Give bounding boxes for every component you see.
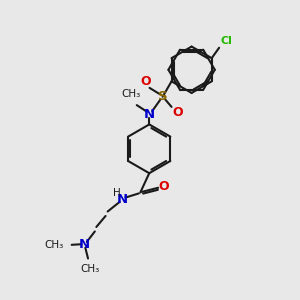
Text: N: N [79,238,90,251]
Text: O: O [140,75,151,88]
Text: CH₃: CH₃ [44,240,64,250]
Text: O: O [172,106,183,119]
Text: N: N [117,193,128,206]
Text: Cl: Cl [220,36,232,46]
Text: O: O [159,180,170,193]
Text: CH₃: CH₃ [80,264,99,274]
Text: H: H [113,188,121,197]
Text: CH₃: CH₃ [122,89,141,99]
Text: S: S [158,90,167,103]
Text: N: N [144,107,155,121]
